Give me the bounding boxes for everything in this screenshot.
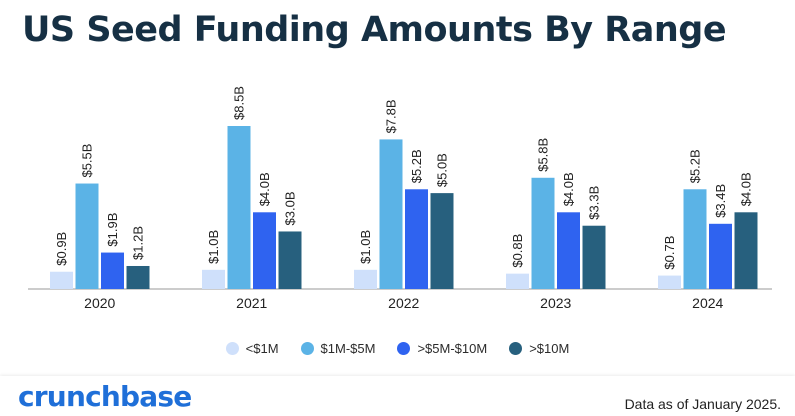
legend-swatch [300,342,314,355]
bar-value-label: $4.0B [561,172,576,206]
bar-value-label: $1.2B [131,226,146,260]
footer-bar: crunchbase Data as of January 2025. [0,376,795,416]
x-tick-label: 2022 [388,295,419,311]
chart-title: US Seed Funding Amounts By Range [22,10,727,50]
x-tick-label: 2023 [540,295,571,311]
bar-value-label: $5.2B [409,149,424,183]
bar [557,212,580,289]
bar-value-label: $8.5B [232,86,247,120]
bar-value-label: $5.0B [435,153,450,187]
legend-swatch [397,342,411,355]
x-tick-label: 2020 [84,295,115,311]
crunchbase-logo[interactable]: crunchbase [18,380,192,413]
bar [379,139,403,289]
legend-item: <$1M [225,341,279,356]
bar-value-label: $1.9B [105,213,120,247]
bar-value-label: $0.9B [54,232,69,266]
legend-label: $1M-$5M [320,341,376,356]
bar-value-label: $1.0B [206,230,221,264]
bar [430,193,454,289]
bar-value-label: $0.8B [510,234,525,268]
bar [253,212,276,289]
bar [683,189,707,289]
legend-label: >$5M-$10M [417,341,488,356]
bar [658,275,681,289]
bar-value-label: $3.0B [283,191,298,225]
bar [734,212,758,289]
data-date-note: Data as of January 2025. [624,396,781,412]
legend-swatch [225,342,239,355]
bar-value-label: $0.7B [662,236,677,270]
bar [531,177,555,289]
bar [50,271,73,289]
legend-swatch [509,342,523,355]
bar-value-label: $4.0B [257,172,272,206]
legend-label: >$10M [529,341,570,356]
legend: <$1M $1M-$5M >$5M-$10M >$10M [0,341,795,356]
bar [101,252,124,289]
bar [278,231,302,289]
legend-item: >$10M [509,341,569,356]
bars-group: $0.9B $5.5B $1.9B $1.2B $1.0B $8.5B $4.0B $3.0B… [50,86,758,289]
bar-chart: $0.9B $5.5B $1.9B $1.2B $1.0B $8.5B $4.0B $3.0B… [28,86,772,311]
legend-item: >$5M-$10M [397,341,487,356]
x-tick-label: 2021 [236,295,267,311]
bar [582,225,606,289]
legend-label: <$1M [245,341,279,356]
bar-value-label: $3.4B [713,184,728,218]
bar-value-label: $4.0B [739,172,754,206]
x-tick-labels: 2020 2021 2022 2023 2024 [84,295,723,311]
legend-item: $1M-$5M [300,341,376,356]
x-tick-label: 2024 [692,295,723,311]
bar-value-label: $3.3B [587,186,602,220]
bar [75,183,99,289]
bar [405,189,428,289]
bar-value-label: $1.0B [358,230,373,264]
bar [354,269,377,289]
bar [126,265,150,289]
bar [709,223,732,289]
bar [227,126,251,289]
bar [506,273,529,289]
bar-value-label: $7.8B [384,99,399,133]
bar-value-label: $5.5B [80,144,95,178]
bar [202,269,225,289]
bar-value-label: $5.2B [688,149,703,183]
bar-value-label: $5.8B [536,138,551,172]
